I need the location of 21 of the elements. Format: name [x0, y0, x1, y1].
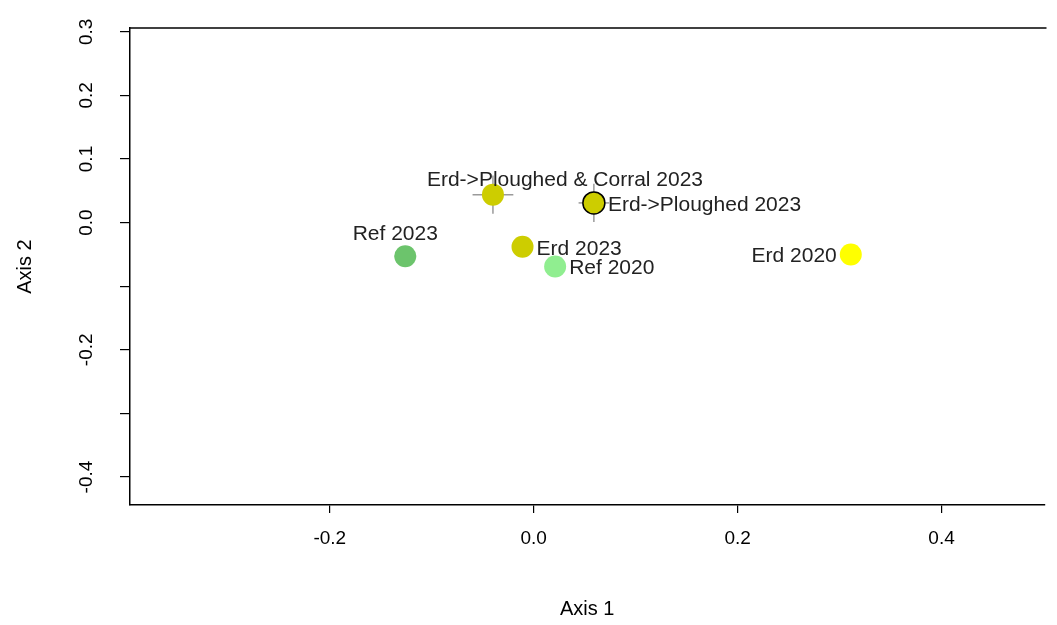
point [511, 235, 534, 258]
text: Erd->Ploughed & Corral 2023 [426, 167, 704, 191]
x-tick-label: 0.2 [724, 526, 751, 548]
point [544, 255, 567, 278]
y-tick-label: 0.1 [74, 145, 96, 173]
y-axis-title: Axis 2 [12, 239, 35, 294]
x-axis-title: Axis 1 [560, 596, 615, 619]
point [839, 243, 862, 266]
y-tick-label: -0.2 [74, 333, 96, 367]
series-label: Erd->Ploughed 2023 [607, 191, 802, 215]
y-tick-label: -0.4 [74, 460, 96, 494]
series-label: Ref 2023 [352, 221, 438, 245]
y-tick-label: 0.0 [74, 209, 96, 236]
y-tick-label: 0.3 [74, 18, 96, 46]
x-tick-label: -0.2 [313, 526, 347, 548]
y-tick-label: 0.2 [74, 82, 96, 109]
point [582, 191, 606, 215]
point [394, 245, 417, 268]
x-tick-label: 0.4 [928, 526, 956, 548]
series-label: Erd 2020 [751, 243, 837, 267]
x-tick-label: 0.0 [520, 526, 547, 548]
